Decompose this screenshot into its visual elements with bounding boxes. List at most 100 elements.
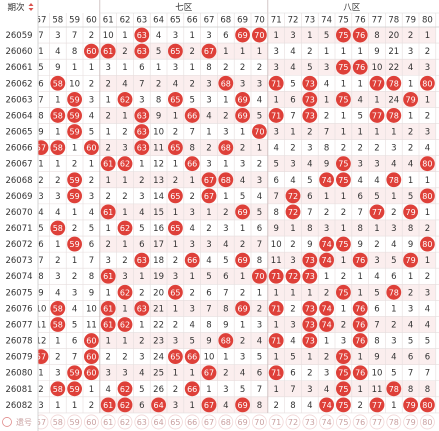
ball <box>218 140 234 156</box>
period: 26071 <box>5 224 32 234</box>
miss-count: 3 <box>206 95 211 105</box>
ball-number: 74 <box>322 320 332 329</box>
ball <box>386 108 402 123</box>
miss-count: 1 <box>357 288 362 298</box>
footer-ball <box>201 414 217 430</box>
ball-number: 59 <box>70 128 80 137</box>
ball <box>420 188 435 204</box>
ball-number: 75 <box>338 401 348 410</box>
miss-count: 3 <box>105 256 110 266</box>
miss-count: 5 <box>257 111 262 121</box>
column-label: 62 <box>120 16 131 26</box>
ball <box>134 301 150 316</box>
miss-count: 10 <box>372 369 383 379</box>
ball-number: 71 <box>271 272 281 281</box>
miss-count: 24 <box>153 353 164 363</box>
footer-ball <box>335 414 351 430</box>
ball <box>302 333 318 348</box>
miss-count: 1 <box>223 95 228 105</box>
ball-number: 76 <box>355 31 365 40</box>
miss-count: 4 <box>257 337 262 347</box>
ball <box>50 140 66 156</box>
ball <box>268 333 284 348</box>
ball-number: 68 <box>221 144 231 153</box>
ball <box>319 317 334 332</box>
miss-count: 1 <box>324 337 329 347</box>
ball-number: 71 <box>271 369 281 378</box>
ball-number: 73 <box>305 272 315 281</box>
miss-count: 1 <box>206 208 211 218</box>
ball <box>84 365 99 381</box>
ball <box>184 381 200 397</box>
ball-number: 60 <box>86 369 96 378</box>
miss-count: 3 <box>173 272 178 282</box>
miss-count: 1 <box>273 353 278 363</box>
footer-number: 69 <box>238 418 248 427</box>
miss-count: 8 <box>408 224 413 234</box>
miss-count: 4 <box>357 95 362 105</box>
miss-count: 4 <box>139 208 144 218</box>
miss-count: 4 <box>240 369 245 379</box>
ball <box>134 124 150 139</box>
miss-count: 1 <box>206 385 211 395</box>
ball-number: 59 <box>70 385 80 394</box>
miss-count: 2 <box>324 208 329 218</box>
miss-count: 8 <box>156 95 161 105</box>
miss-count: 1 <box>425 256 430 266</box>
miss-count: 6 <box>391 272 396 282</box>
miss-count: 1 <box>55 160 60 170</box>
miss-count: 10 <box>86 304 97 314</box>
ball-number: 73 <box>305 256 315 265</box>
miss-count: 2 <box>173 128 178 138</box>
ball-number: 69 <box>238 95 248 104</box>
miss-count: 4 <box>290 63 295 73</box>
column-label: 71 <box>271 16 282 26</box>
miss-count: 15 <box>153 208 164 218</box>
miss-count: 1 <box>341 79 346 89</box>
miss-count: 4 <box>391 240 396 250</box>
miss-count: 2 <box>341 320 346 330</box>
miss-count: 3 <box>55 31 60 41</box>
miss-count: 1 <box>139 160 144 170</box>
period: 26078 <box>5 337 32 347</box>
footer-number: 79 <box>406 418 416 427</box>
miss-count: 9 <box>223 320 228 330</box>
ball <box>67 188 82 204</box>
ball-number: 78 <box>389 79 399 88</box>
miss-count: 5 <box>139 385 144 395</box>
miss-count: 4 <box>223 401 228 411</box>
miss-count: 5 <box>307 63 312 73</box>
miss-count: 2 <box>122 192 127 202</box>
ball-number: 68 <box>221 79 231 88</box>
miss-count: 6 <box>72 337 77 347</box>
period: 26076 <box>5 304 32 314</box>
ball-number: 77 <box>372 208 382 217</box>
miss-count: 7 <box>38 256 43 266</box>
column-label: 79 <box>405 16 416 26</box>
ball-number: 72 <box>288 208 298 217</box>
miss-count: 7 <box>324 128 329 138</box>
miss-count: 7 <box>257 385 262 395</box>
miss-count: 14 <box>153 192 164 202</box>
ball <box>50 75 66 91</box>
ball-number: 75 <box>338 288 348 297</box>
miss-count: 8 <box>273 208 278 218</box>
miss-count: 1 <box>341 224 346 234</box>
miss-count: 2 <box>357 144 362 154</box>
miss-count: 2 <box>89 401 94 411</box>
miss-count: 7 <box>425 369 430 379</box>
ball-number: 58 <box>53 304 63 313</box>
ball <box>235 108 251 123</box>
miss-count: 8 <box>425 385 430 395</box>
miss-count: 3 <box>189 304 194 314</box>
miss-count: 8 <box>38 272 43 282</box>
footer-number: 68 <box>221 418 231 427</box>
ball <box>352 59 368 75</box>
miss-count: 2 <box>374 240 379 250</box>
ball-number: 79 <box>406 256 416 265</box>
column-label: 67 <box>204 16 215 26</box>
miss-count: 5 <box>257 208 262 218</box>
miss-count: 1 <box>173 304 178 314</box>
ball-number: 80 <box>422 401 432 410</box>
miss-count: 4 <box>324 385 329 395</box>
